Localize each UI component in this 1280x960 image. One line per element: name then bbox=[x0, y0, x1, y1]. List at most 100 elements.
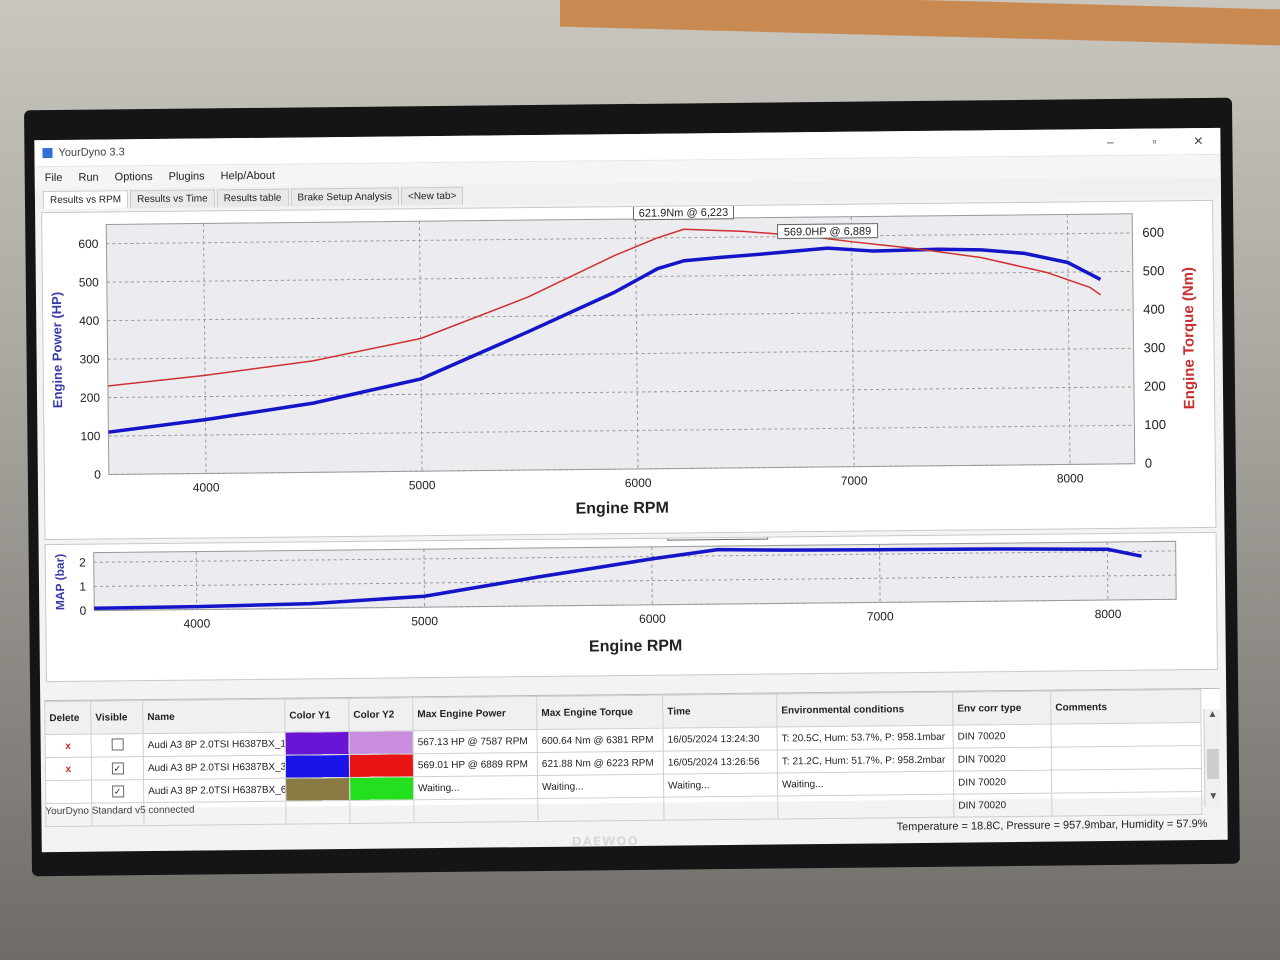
y-tick-label: 2 bbox=[79, 555, 86, 569]
col-env-corr-type[interactable]: Env corr type bbox=[952, 691, 1052, 726]
scroll-thumb[interactable] bbox=[1206, 748, 1220, 779]
y-gridline bbox=[93, 550, 1176, 563]
runs-table: Delete Visible Name Color Y1 Color Y2 Ma… bbox=[44, 689, 1202, 827]
env-corr-cell[interactable]: DIN 70020 bbox=[953, 793, 1052, 818]
menu-run[interactable]: Run bbox=[78, 171, 99, 184]
env-corr-cell[interactable]: DIN 70020 bbox=[953, 747, 1052, 772]
y-tick-label: 0 bbox=[80, 604, 87, 618]
x-tick-label: 4000 bbox=[193, 480, 220, 494]
scroll-down-icon[interactable]: ▼ bbox=[1208, 790, 1219, 802]
col-delete[interactable]: Delete bbox=[44, 701, 92, 735]
comments-cell[interactable] bbox=[1051, 745, 1202, 771]
x-axis-label: Engine RPM bbox=[589, 637, 683, 655]
color-y1-swatch[interactable] bbox=[285, 731, 350, 756]
max-power-cell: 567.13 HP @ 7587 RPM bbox=[413, 729, 538, 754]
close-icon[interactable]: ✕ bbox=[1193, 133, 1204, 149]
visible-checkbox[interactable] bbox=[91, 733, 144, 758]
y-gridline bbox=[108, 424, 1135, 437]
tab-results-vs-time[interactable]: Results vs Time bbox=[129, 189, 215, 209]
map-chart[interactable]: 4000 5000 6000 7000 8000 0 1 2 Engine RPM MAP (ba… bbox=[46, 532, 1217, 681]
series-line-0 bbox=[94, 547, 1142, 610]
color-y1-swatch[interactable] bbox=[285, 777, 350, 802]
comments-cell[interactable] bbox=[1051, 768, 1202, 794]
y2-tick-label: 500 bbox=[1143, 263, 1165, 278]
color-y1-swatch[interactable] bbox=[285, 754, 350, 779]
y2-tick-label: 300 bbox=[1143, 340, 1165, 355]
y-tick-label: 1 bbox=[79, 580, 86, 594]
minimize-icon[interactable]: – bbox=[1106, 134, 1114, 150]
menu-options[interactable]: Options bbox=[114, 171, 153, 184]
y-tick-label: 400 bbox=[79, 314, 99, 328]
plot-area bbox=[93, 540, 1177, 612]
run-name: Audi A3 8P 2.0TSI H6387BX_6 bbox=[143, 778, 286, 803]
tab-new[interactable]: <New tab> bbox=[400, 186, 464, 206]
y-tick-label: 600 bbox=[78, 237, 98, 251]
col-name[interactable]: Name bbox=[142, 699, 286, 734]
scroll-up-icon[interactable]: ▲ bbox=[1207, 708, 1218, 720]
col-max-torque[interactable]: Max Engine Torque bbox=[536, 695, 664, 730]
comments-cell[interactable] bbox=[1051, 791, 1202, 817]
col-max-power[interactable]: Max Engine Power bbox=[412, 696, 538, 731]
y-gridline bbox=[106, 232, 1133, 245]
menu-file[interactable]: File bbox=[44, 171, 63, 185]
maximize-icon[interactable]: ▫ bbox=[1152, 134, 1157, 149]
tab-brake-setup-analysis[interactable]: Brake Setup Analysis bbox=[290, 187, 400, 207]
y-tick-label: 0 bbox=[94, 468, 101, 482]
checkbox-icon[interactable]: ✓ bbox=[111, 785, 124, 798]
ambient-conditions: Temperature = 18.8C, Pressure = 957.9mba… bbox=[896, 817, 1208, 834]
series-line-0 bbox=[108, 246, 1102, 434]
col-time[interactable]: Time bbox=[662, 693, 778, 729]
y2-tick-label: 200 bbox=[1144, 378, 1166, 393]
table-scrollbar[interactable]: ▲ ▼ bbox=[1203, 708, 1222, 808]
col-env-conditions[interactable]: Environmental conditions bbox=[776, 692, 954, 727]
tab-results-vs-rpm[interactable]: Results vs RPM bbox=[42, 190, 129, 210]
app-icon bbox=[42, 148, 53, 159]
env-conditions-cell: T: 21.2C, Hum: 51.7%, P: 958.2mbar bbox=[777, 748, 954, 773]
max-power-cell bbox=[413, 798, 538, 823]
tab-results-table[interactable]: Results table bbox=[216, 188, 289, 208]
time-cell: 16/05/2024 13:24:30 bbox=[663, 726, 778, 752]
checkbox-icon[interactable]: ✓ bbox=[111, 762, 124, 775]
color-y2-swatch[interactable] bbox=[349, 776, 414, 801]
y-gridline bbox=[108, 463, 1135, 475]
checkbox-icon[interactable] bbox=[111, 737, 124, 750]
max-torque-cell: 600.64 Nm @ 6381 RPM bbox=[537, 728, 664, 753]
col-color-y2[interactable]: Color Y2 bbox=[348, 697, 414, 732]
x-tick-label: 7000 bbox=[841, 474, 868, 488]
x-tick-label: 4000 bbox=[183, 616, 210, 630]
y2-axis-label: Engine Torque (Nm) bbox=[1180, 267, 1198, 409]
env-conditions-cell: T: 20.5C, Hum: 53.7%, P: 958.1mbar bbox=[777, 725, 954, 750]
visible-checkbox[interactable]: ✓ bbox=[91, 756, 144, 781]
run-name: Audi A3 8P 2.0TSI H6387BX_1 bbox=[143, 732, 286, 757]
delete-run-icon[interactable] bbox=[45, 780, 92, 804]
color-y2-swatch[interactable] bbox=[349, 730, 414, 755]
x-tick-label: 6000 bbox=[625, 476, 652, 490]
comments-cell[interactable] bbox=[1051, 722, 1202, 748]
delete-run-icon[interactable]: x bbox=[45, 734, 92, 758]
color-y2-swatch[interactable] bbox=[349, 753, 414, 778]
menu-plugins[interactable]: Plugins bbox=[168, 170, 205, 183]
time-cell: Waiting... bbox=[663, 772, 778, 798]
env-corr-cell[interactable]: DIN 70020 bbox=[953, 724, 1052, 749]
y2-tick-label: 400 bbox=[1143, 302, 1165, 317]
color-y1-swatch[interactable] bbox=[285, 800, 351, 825]
y-gridline bbox=[94, 574, 1176, 587]
menu-help-about[interactable]: Help/About bbox=[220, 169, 276, 183]
x-tick-label: 6000 bbox=[639, 612, 666, 626]
power-torque-chart[interactable]: 4000 5000 6000 7000 800001002003004005006000… bbox=[42, 201, 1215, 539]
y-tick-label: 500 bbox=[79, 275, 99, 289]
x-tick-label: 7000 bbox=[867, 609, 894, 623]
col-visible[interactable]: Visible bbox=[90, 700, 144, 735]
y-tick-label: 200 bbox=[80, 391, 100, 405]
y2-tick-label: 100 bbox=[1144, 417, 1166, 432]
col-comments[interactable]: Comments bbox=[1050, 689, 1201, 725]
col-color-y1[interactable]: Color Y1 bbox=[284, 698, 350, 733]
connection-status: YourDyno Standard v5 connected bbox=[45, 804, 195, 818]
delete-run-icon[interactable]: x bbox=[45, 757, 92, 781]
max-torque-cell: 621.88 Nm @ 6223 RPM bbox=[537, 751, 664, 776]
env-corr-cell[interactable]: DIN 70020 bbox=[953, 770, 1052, 795]
y-axis-label: Engine Power (HP) bbox=[49, 292, 65, 408]
max-power-cell: Waiting... bbox=[413, 775, 538, 800]
color-y2-swatch[interactable] bbox=[349, 799, 415, 824]
visible-checkbox[interactable]: ✓ bbox=[91, 779, 144, 804]
